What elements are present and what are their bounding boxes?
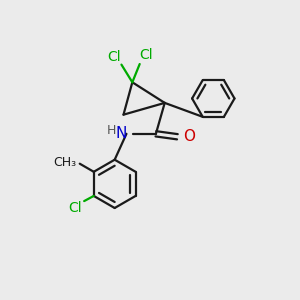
Text: H: H [107,124,116,137]
Text: CH₃: CH₃ [54,156,77,169]
Text: N: N [116,126,127,141]
Text: Cl: Cl [107,50,121,64]
Text: Cl: Cl [139,48,152,62]
Text: O: O [183,129,195,144]
Text: Cl: Cl [68,201,82,214]
